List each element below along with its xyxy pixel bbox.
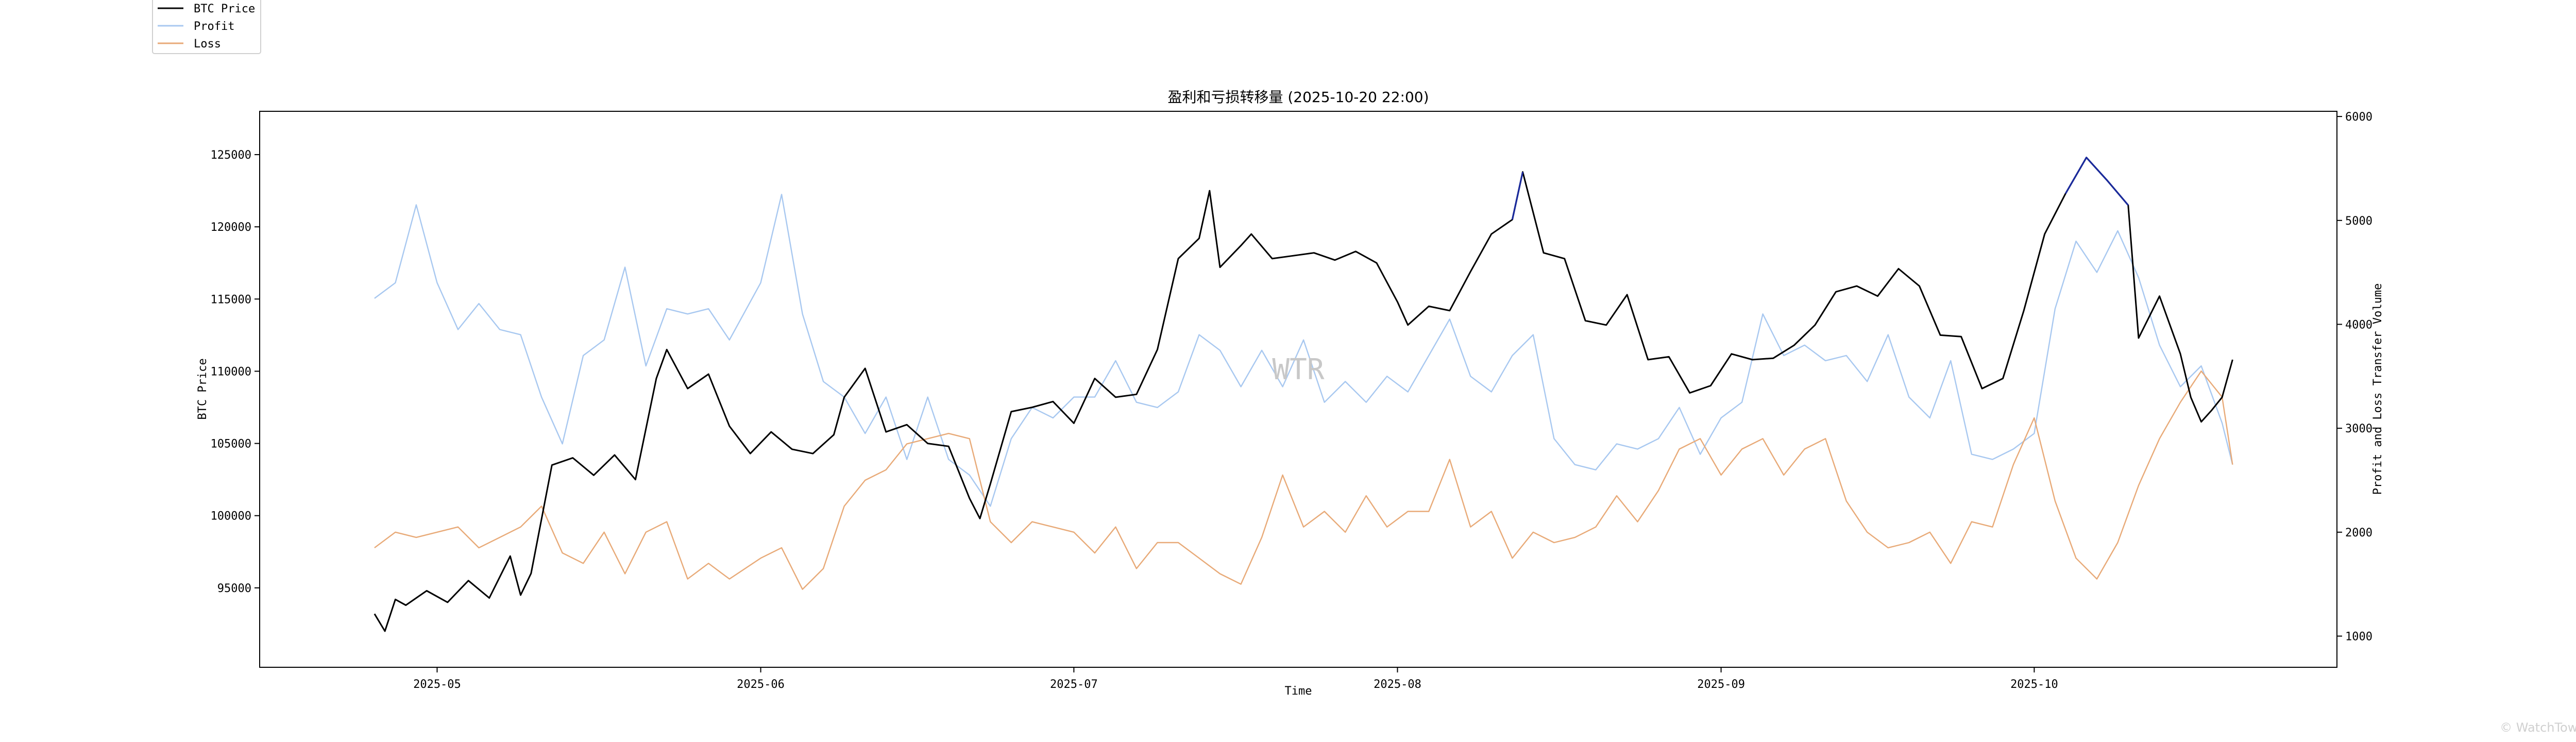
- series-highlight-btc-price: [1511, 172, 1524, 220]
- y-axis-title-right: Profit and Loss Transfer Volume: [2371, 283, 2384, 495]
- y-tick-label-left: 115000: [211, 293, 251, 306]
- y-tick-label-left: 105000: [211, 438, 251, 451]
- axis-layer: 2025-05 2025-06 2025-07 2025-08 2025-09 2025-…: [211, 111, 2372, 691]
- legend-box: [152, 0, 261, 54]
- legend-label-profit: Profit: [194, 20, 234, 33]
- legend-label-btc-price: BTC Price: [194, 3, 255, 15]
- x-tick-label: 2025-07: [1050, 678, 1098, 691]
- y-tick-label-right: 5000: [2345, 215, 2372, 228]
- y-tick-label-right: 2000: [2345, 527, 2372, 539]
- footer-watermark: © WatchTower: [2500, 720, 2576, 735]
- y-tick-label-right: 4000: [2345, 318, 2372, 331]
- y-tick-label-right: 1000: [2345, 630, 2372, 643]
- x-tick-label: 2025-09: [1697, 678, 1745, 691]
- x-tick-label: 2025-10: [2010, 678, 2058, 691]
- y-tick-label-left: 120000: [211, 221, 251, 234]
- series-highlight-btc-price: [2064, 157, 2129, 206]
- y-tick-label-left: 125000: [211, 149, 251, 162]
- y-tick-label-right: 6000: [2345, 111, 2372, 124]
- y-tick-label-left: 110000: [211, 365, 251, 378]
- chart-title: 盈利和亏损转移量 (2025-10-20 22:00): [1167, 89, 1429, 106]
- legend-label-loss: Loss: [194, 38, 221, 50]
- series-line-profit: [374, 194, 2233, 507]
- x-tick-label: 2025-06: [737, 678, 785, 691]
- plot-frame: [259, 111, 2337, 668]
- series-line-loss: [374, 370, 2233, 590]
- x-axis-title: Time: [1285, 685, 1312, 698]
- legend: BTC Price Profit Loss: [152, 0, 261, 54]
- y-axis-title-left: BTC Price: [196, 358, 209, 419]
- x-tick-label: 2025-08: [1374, 678, 1421, 691]
- y-tick-label-right: 3000: [2345, 423, 2372, 435]
- y-tick-label-left: 100000: [211, 510, 251, 523]
- y-tick-label-left: 95000: [217, 582, 251, 595]
- series-layer: [374, 157, 2233, 632]
- x-tick-label: 2025-05: [413, 678, 461, 691]
- series-line-btc-price: [374, 157, 2233, 632]
- watermark: WTR: [1272, 353, 1324, 386]
